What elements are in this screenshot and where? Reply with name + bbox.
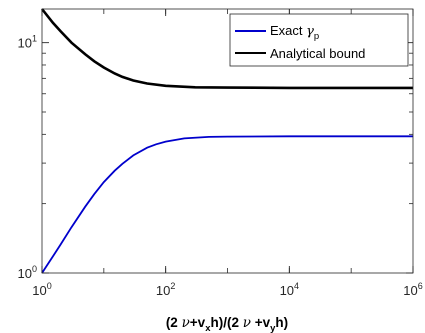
legend-label-exact-gamma: γ — [306, 24, 314, 39]
y-tick-label-0-base: 10 — [18, 266, 32, 281]
legend-label-exact-subscript: p — [314, 31, 319, 42]
x-tick-label-2: 104 — [280, 281, 299, 298]
x-tick-label-1-base: 10 — [156, 283, 170, 298]
x-axis-title-open: (2 — [166, 315, 182, 330]
x-tick-label-0: 100 — [32, 281, 51, 298]
y-tick-label-1: 101 — [18, 34, 37, 51]
x-axis-title-subscript-y: y — [270, 323, 276, 333]
x-tick-label-1: 102 — [156, 281, 175, 298]
legend: Exact γp Analytical bound — [229, 13, 409, 67]
x-axis-title-subscript-x: x — [205, 323, 211, 333]
x-axis-title-mid-2: h)/(2 — [211, 315, 243, 330]
x-tick-label-1-exponent: 2 — [170, 281, 175, 291]
legend-label-exact: Exact γp — [270, 23, 319, 42]
x-tick-label-3-base: 10 — [403, 283, 417, 298]
series-line-0 — [41, 135, 413, 274]
x-tick-label-0-exponent: 0 — [47, 281, 52, 291]
x-tick-label-2-base: 10 — [280, 283, 294, 298]
legend-label-analytical-bound: Analytical bound — [270, 46, 365, 61]
x-tick-label-3-exponent: 6 — [418, 281, 423, 291]
x-tick-label-2-exponent: 4 — [294, 281, 299, 291]
x-tick-label-3: 106 — [403, 281, 422, 298]
legend-box — [229, 13, 409, 67]
y-tick-label-1-exponent: 1 — [32, 34, 37, 44]
x-tick-label-0-base: 10 — [32, 283, 46, 298]
legend-label-exact-prefix: Exact — [270, 23, 306, 38]
series-layer — [40, 8, 413, 274]
series-line-1 — [40, 8, 413, 90]
y-tick-label-0: 100 — [18, 264, 37, 281]
x-axis-title-close: h) — [275, 315, 288, 330]
y-tick-label-1-base: 10 — [18, 36, 32, 51]
x-axis-title-nu-2: ν — [243, 315, 251, 331]
x-axis-title-mid-1: +v — [190, 315, 206, 330]
x-axis-title-nu-1: ν — [182, 315, 190, 331]
x-axis-title-mid-3: +v — [251, 315, 271, 330]
y-tick-label-0-exponent: 0 — [32, 264, 37, 274]
x-axis-title: (2 ν+vxh)/(2 ν +vyh) — [166, 315, 288, 333]
